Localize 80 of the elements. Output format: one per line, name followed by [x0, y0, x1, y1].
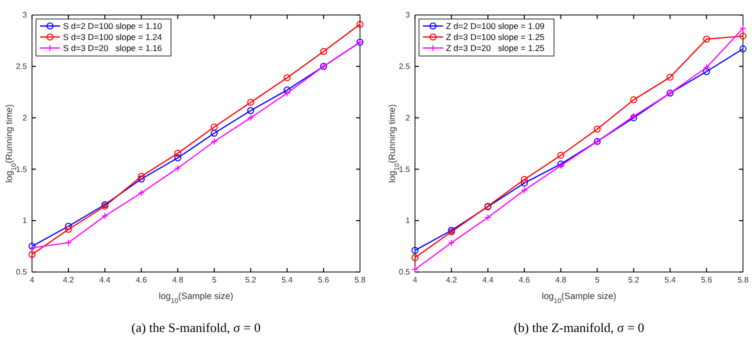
- x-tick-label: 4.8: [172, 276, 184, 285]
- point: [210, 138, 218, 145]
- x-tick-label: 5.4: [664, 276, 676, 285]
- x-tick-label: 5.8: [737, 276, 750, 285]
- x-axis-title: log$_{10}$(Sample size): [158, 291, 234, 304]
- point: [594, 126, 601, 133]
- point: [210, 124, 218, 131]
- y-tick-label: 2: [22, 113, 28, 122]
- point: [484, 214, 492, 222]
- y-tick-label: 0.5: [16, 268, 28, 277]
- text: (a) the S-manifold, σ = 0: [131, 320, 261, 335]
- x-tick-label: 4: [412, 276, 418, 285]
- legend-label: S d=3 D=20 slope = 1.16: [63, 43, 162, 53]
- point: [64, 239, 72, 246]
- point: [138, 175, 145, 182]
- point: [666, 74, 674, 81]
- x-tick-label: 5.8: [354, 276, 366, 285]
- x-tick-label: 4.6: [518, 276, 530, 285]
- x-tick-label: 4.2: [62, 276, 75, 285]
- point: [174, 164, 182, 172]
- point: [740, 45, 746, 52]
- point: [448, 239, 455, 246]
- x-tick-label: 4.4: [482, 276, 494, 285]
- x-tick-label: 5.2: [628, 276, 640, 285]
- y-tick-label: 3: [22, 10, 28, 20]
- point: [703, 68, 710, 76]
- point: [412, 254, 418, 262]
- point: [703, 64, 710, 71]
- x-tick-label: 4.8: [555, 276, 567, 285]
- point: [520, 186, 528, 194]
- point: [520, 180, 528, 187]
- point: [64, 226, 72, 233]
- x-tick-label: 4.6: [136, 276, 148, 285]
- x-tick-label: 5.4: [282, 276, 294, 285]
- x-tick-label: 5: [212, 276, 217, 285]
- point: [174, 154, 182, 162]
- x-tick-label: 4.4: [99, 276, 111, 285]
- point: [630, 96, 638, 104]
- text: (b) the Z-manifold, σ = 0: [514, 320, 644, 335]
- x-tick-label: 5: [594, 276, 600, 285]
- y-tick-label: 2.5: [16, 62, 28, 71]
- legend-label: Z d=3 D=20 slope = 1.25: [446, 43, 545, 53]
- point: [557, 152, 564, 159]
- y-tick-label: 2: [406, 113, 411, 122]
- point: [28, 251, 36, 258]
- point: [356, 20, 364, 28]
- point: [247, 98, 254, 106]
- point: [740, 32, 746, 40]
- x-tick-label: 5.2: [245, 276, 257, 285]
- point: [284, 74, 291, 82]
- y-tick-label: 1: [22, 216, 28, 226]
- y-tick-label: 1.5: [398, 164, 411, 174]
- point: [101, 212, 108, 220]
- legend-label: Z d=2 D=100 slope = 1.09: [446, 21, 545, 31]
- point: [210, 130, 218, 137]
- x-tick-label: 5.6: [700, 276, 713, 285]
- point: [64, 222, 72, 230]
- point: [284, 90, 291, 97]
- point: [284, 86, 291, 94]
- legend-label: Z d=3 D=100 slope = 1.25: [446, 32, 545, 42]
- y-tick-label: 0.5: [398, 268, 411, 277]
- x-tick-label: 4.2: [446, 276, 458, 285]
- x-tick-label: 5.6: [318, 276, 330, 285]
- point: [320, 48, 328, 55]
- point: [174, 150, 182, 157]
- point: [138, 189, 145, 196]
- legend-label: S d=2 D=100 slope = 1.10: [63, 21, 162, 31]
- point: [703, 36, 710, 43]
- y-tick-label: 1: [406, 216, 411, 226]
- point: [247, 114, 254, 122]
- point: [520, 176, 528, 183]
- x-tick-label: 4: [30, 276, 35, 285]
- y-tick-label: 3: [406, 10, 411, 20]
- point: [247, 107, 254, 114]
- point: [138, 172, 145, 180]
- point: [412, 246, 418, 254]
- legend-label: S d=3 D=100 slope = 1.24: [63, 32, 162, 42]
- x-axis-title: log$_{10}$(Sample size): [542, 291, 616, 304]
- y-tick-label: 2.5: [398, 62, 411, 71]
- y-tick-label: 1.5: [16, 164, 28, 174]
